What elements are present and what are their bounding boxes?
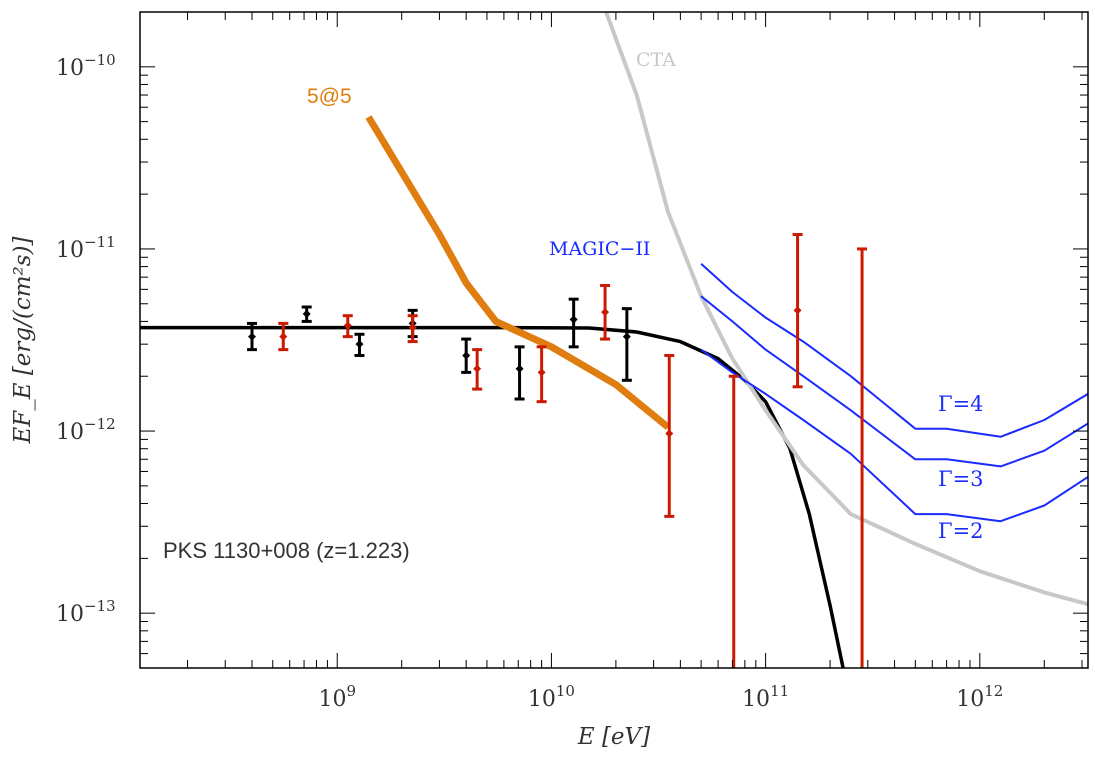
axis-ticks bbox=[140, 11, 1088, 669]
data-point bbox=[621, 307, 632, 382]
curve-model bbox=[140, 325, 845, 668]
data-point bbox=[354, 332, 365, 357]
data-point bbox=[407, 314, 418, 344]
data-point bbox=[728, 374, 739, 668]
curve-magic-ii-3 bbox=[700, 295, 1088, 468]
y-tick-label: 10−13 bbox=[56, 597, 116, 627]
plot-frame bbox=[139, 11, 1089, 669]
y-tick-label: 10−10 bbox=[56, 51, 116, 81]
curves-layer bbox=[140, 12, 1088, 668]
label-magic-ii: MAGIC−II bbox=[549, 238, 650, 260]
label-gamma-2: Γ=2 bbox=[938, 519, 984, 543]
label-cta: CTA bbox=[636, 49, 676, 71]
data-point bbox=[664, 353, 675, 518]
x-tick-label: 1012 bbox=[956, 682, 1003, 712]
data-point bbox=[301, 305, 312, 323]
y-tick-label: 10−11 bbox=[56, 233, 116, 263]
data-point bbox=[472, 348, 483, 391]
data-point bbox=[600, 283, 611, 341]
data-point bbox=[857, 247, 868, 668]
data-point bbox=[792, 233, 803, 389]
label-5at5: 5@5 bbox=[307, 85, 352, 108]
curve-magic-ii-4 bbox=[700, 262, 1088, 438]
points-layer bbox=[246, 233, 868, 668]
data-point bbox=[461, 337, 472, 374]
label-gamma-3: Γ=3 bbox=[938, 467, 984, 491]
curve-cta bbox=[604, 12, 1088, 607]
label-gamma-4: Γ=4 bbox=[938, 392, 984, 416]
data-point bbox=[342, 314, 353, 339]
chart-title: PKS 1130+008 (z=1.223) bbox=[163, 538, 410, 563]
y-tick-label: 10−12 bbox=[56, 415, 116, 445]
x-tick-label: 1010 bbox=[528, 682, 575, 712]
curve-5-5 bbox=[365, 115, 671, 430]
x-tick-label: 1011 bbox=[742, 682, 789, 712]
data-point bbox=[536, 345, 547, 404]
x-axis-label: E [eV] bbox=[577, 724, 650, 750]
data-point bbox=[278, 321, 289, 352]
tick-labels: 109 1010 1011 1012 10−13 10−12 10−11 10−10 bbox=[56, 51, 1003, 712]
curve-magic-ii-2 bbox=[700, 348, 1088, 523]
x-tick-label: 109 bbox=[318, 682, 356, 712]
data-point bbox=[568, 297, 579, 349]
data-point bbox=[246, 321, 257, 352]
data-point bbox=[514, 345, 525, 401]
y-axis-label: EF_E [erg/(cm²s)] bbox=[10, 236, 36, 444]
